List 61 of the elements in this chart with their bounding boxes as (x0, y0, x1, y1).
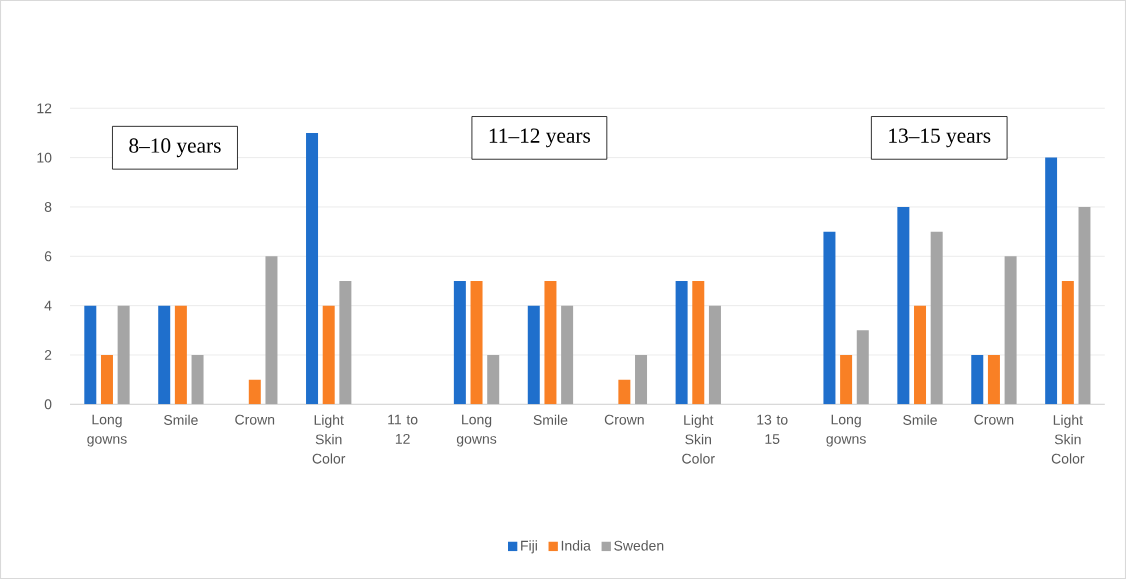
bar (618, 379, 631, 405)
x-tick-label: Light Skin Color (682, 414, 715, 464)
y-tick-label: 12 (37, 103, 52, 114)
x-tick-label: Light Skin Color (1051, 414, 1085, 464)
bar (987, 354, 1000, 405)
bar (306, 132, 319, 405)
bar (470, 280, 483, 405)
x-tick-label: Long gowns (826, 414, 866, 447)
annotation: 11–12 years (489, 128, 591, 148)
bar (856, 330, 869, 405)
bar (248, 379, 261, 405)
x-tick-label: Smile (533, 414, 568, 426)
annotation: 13–15 years (889, 128, 991, 148)
x-tick-label: 13 to 15 (757, 414, 788, 444)
legend-label: India (561, 540, 591, 551)
bar (897, 206, 910, 405)
y-tick-label: 8 (44, 202, 52, 212)
bar (692, 280, 705, 405)
bar (914, 305, 927, 405)
bar (158, 305, 171, 405)
bar (322, 305, 335, 405)
bar (635, 354, 648, 405)
bar (971, 354, 984, 405)
bar (339, 280, 352, 405)
bar (100, 354, 113, 405)
bar (930, 231, 943, 405)
bar (527, 305, 540, 405)
x-tick-label: Crown (235, 414, 275, 425)
x-tick-label: Long gowns (456, 414, 497, 447)
bar (174, 305, 187, 405)
bar (487, 354, 500, 405)
y-tick-label: 10 (37, 152, 52, 163)
y-tick-label: 0 (44, 399, 52, 410)
x-tick-label: Long gowns (87, 414, 127, 447)
bar (117, 305, 130, 405)
x-tick-label: Smile (903, 414, 937, 426)
bar (84, 305, 97, 405)
bar (544, 280, 557, 405)
bar (1061, 280, 1074, 405)
bar (1004, 256, 1017, 405)
legend-label: Fiji (521, 540, 537, 554)
x-tick-label: Smile (164, 414, 198, 426)
bar (561, 305, 574, 405)
bar (191, 354, 204, 405)
x-tick-label: Crown (974, 414, 1014, 425)
bar (708, 305, 721, 405)
x-tick-label: Crown (604, 414, 644, 425)
bar (453, 280, 466, 405)
bar (265, 256, 278, 405)
bar (840, 354, 853, 405)
bar (1078, 206, 1091, 405)
bar (823, 231, 836, 405)
bar (675, 280, 688, 405)
y-tick-label: 4 (44, 300, 52, 311)
y-tick-label: 6 (44, 251, 52, 262)
annotation: 8–10 years (129, 138, 221, 158)
bar (1045, 157, 1058, 405)
x-tick-label: Light Skin Color (312, 414, 346, 464)
x-tick-label: 11 to 12 (388, 414, 418, 444)
legend-label: Sweden (614, 540, 664, 551)
y-tick-label: 2 (44, 350, 52, 360)
